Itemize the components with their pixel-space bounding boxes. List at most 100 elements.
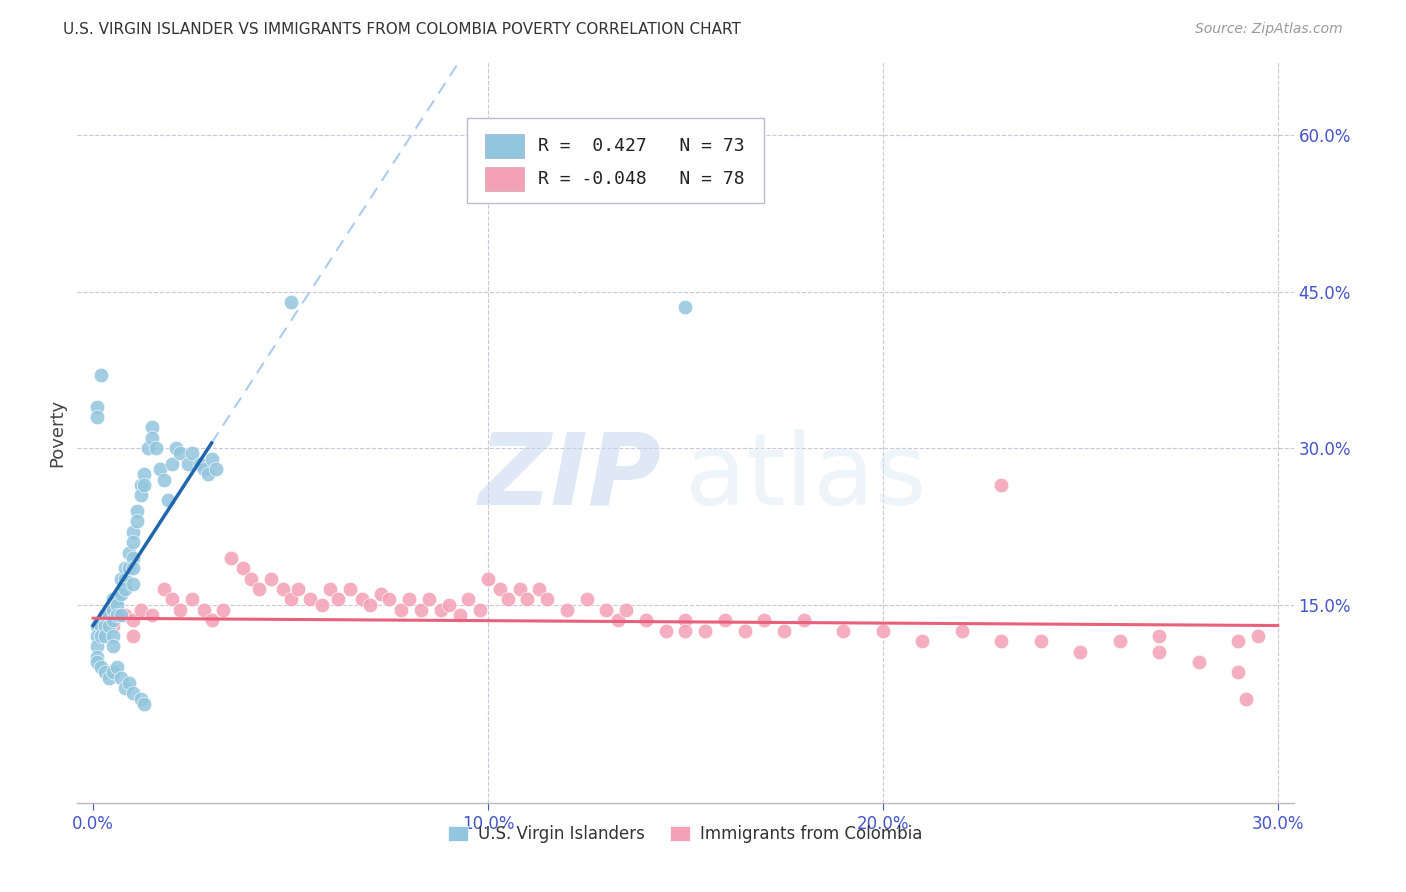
Point — [118, 676, 141, 690]
Point — [114, 608, 136, 623]
Point — [634, 613, 657, 627]
Point — [160, 457, 183, 471]
Point — [114, 572, 136, 586]
Point — [409, 603, 432, 617]
Point — [129, 477, 152, 491]
Point — [1029, 634, 1052, 648]
Point — [193, 603, 215, 617]
Point — [339, 582, 361, 596]
Point — [114, 561, 136, 575]
Point — [695, 624, 717, 638]
Point — [101, 640, 124, 654]
Point — [418, 592, 440, 607]
Point — [1108, 634, 1130, 648]
Point — [200, 613, 222, 627]
Point — [114, 681, 136, 695]
Point — [754, 613, 776, 627]
Point — [90, 368, 112, 383]
FancyBboxPatch shape — [485, 167, 523, 191]
Point — [149, 462, 172, 476]
Point — [94, 629, 117, 643]
Point — [496, 592, 519, 607]
Point — [193, 462, 215, 476]
Point — [110, 608, 132, 623]
Point — [90, 618, 112, 632]
Point — [311, 598, 333, 612]
Point — [378, 592, 401, 607]
Point — [121, 550, 143, 565]
Point — [872, 624, 894, 638]
Point — [675, 301, 697, 315]
Point — [260, 572, 283, 586]
Point — [204, 462, 226, 476]
Point — [121, 535, 143, 549]
Point — [359, 598, 381, 612]
Point — [145, 442, 167, 456]
Point — [153, 473, 176, 487]
Point — [118, 561, 141, 575]
Point — [86, 618, 108, 632]
Text: R =  0.427   N = 73: R = 0.427 N = 73 — [538, 137, 745, 155]
Point — [734, 624, 756, 638]
Point — [575, 592, 598, 607]
Point — [326, 592, 349, 607]
Point — [280, 592, 302, 607]
Legend: U.S. Virgin Islanders, Immigrants from Colombia: U.S. Virgin Islanders, Immigrants from C… — [441, 819, 929, 850]
Point — [437, 598, 460, 612]
Point — [101, 603, 124, 617]
Point — [86, 649, 108, 664]
Point — [121, 524, 143, 539]
Point — [101, 665, 124, 680]
Point — [675, 613, 697, 627]
Point — [138, 442, 160, 456]
Point — [1227, 665, 1250, 680]
Point — [110, 572, 132, 586]
Point — [125, 514, 148, 528]
Point — [350, 592, 373, 607]
FancyBboxPatch shape — [467, 118, 765, 203]
Point — [129, 691, 152, 706]
Point — [509, 582, 531, 596]
Point — [536, 592, 558, 607]
Point — [110, 587, 132, 601]
Point — [429, 603, 451, 617]
Point — [101, 618, 124, 632]
Point — [240, 572, 263, 586]
Point — [141, 420, 163, 434]
Point — [832, 624, 855, 638]
Point — [468, 603, 491, 617]
Point — [398, 592, 420, 607]
Point — [86, 640, 108, 654]
Point — [177, 457, 200, 471]
Point — [449, 608, 471, 623]
Point — [200, 451, 222, 466]
Point — [614, 603, 637, 617]
Point — [489, 582, 512, 596]
Point — [529, 582, 551, 596]
Point — [118, 545, 141, 559]
Point — [773, 624, 796, 638]
Text: U.S. VIRGIN ISLANDER VS IMMIGRANTS FROM COLOMBIA POVERTY CORRELATION CHART: U.S. VIRGIN ISLANDER VS IMMIGRANTS FROM … — [63, 22, 741, 37]
Point — [675, 624, 697, 638]
Point — [94, 665, 117, 680]
Point — [247, 582, 270, 596]
Point — [121, 577, 143, 591]
Point — [319, 582, 342, 596]
Point — [271, 582, 294, 596]
Point — [105, 608, 128, 623]
Point — [97, 618, 120, 632]
Point — [714, 613, 737, 627]
Point — [165, 442, 187, 456]
Point — [134, 467, 156, 482]
Text: ZIP: ZIP — [478, 428, 661, 525]
Point — [141, 608, 163, 623]
Point — [153, 582, 176, 596]
Point — [129, 603, 152, 617]
Point — [299, 592, 322, 607]
Point — [121, 613, 143, 627]
Point — [990, 477, 1012, 491]
Point — [477, 572, 499, 586]
Point — [180, 592, 202, 607]
Point — [134, 477, 156, 491]
Point — [101, 603, 124, 617]
